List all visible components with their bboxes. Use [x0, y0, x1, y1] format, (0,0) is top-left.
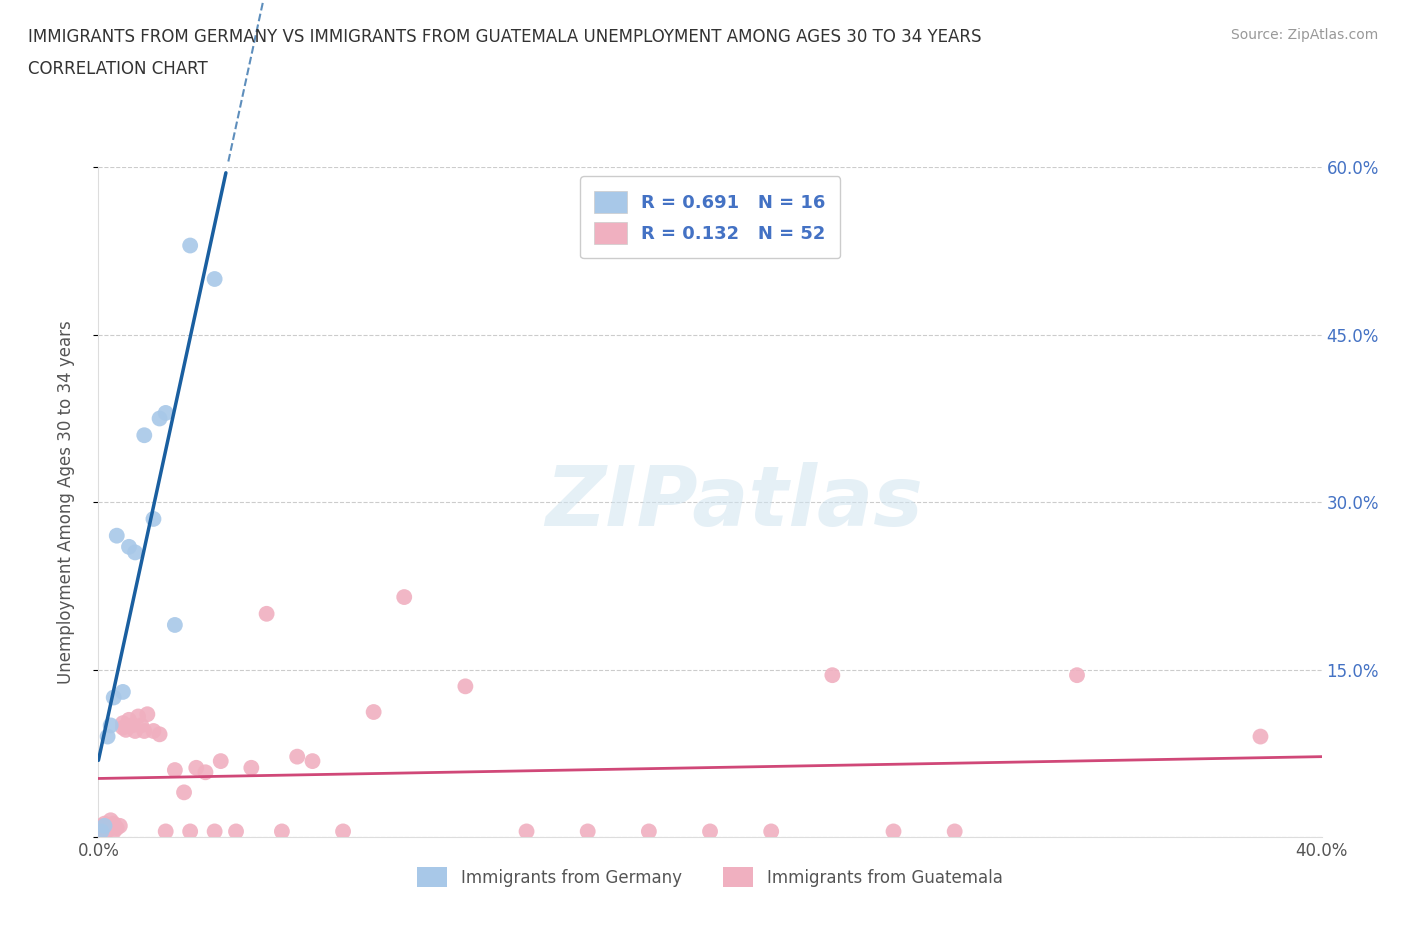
Point [204, 272, 226, 286]
Point [225, 824, 247, 839]
Point [332, 824, 354, 839]
Point [90, 824, 112, 839]
Point [115, 723, 138, 737]
Point [105, 820, 128, 835]
Point [149, 727, 172, 742]
Point [108, 818, 131, 833]
Point [124, 545, 146, 560]
Point [576, 824, 599, 839]
Point [93, 818, 115, 833]
Point [155, 824, 177, 839]
Point [209, 753, 232, 768]
Point [100, 813, 122, 828]
Point [204, 824, 226, 839]
Text: IMMIGRANTS FROM GERMANY VS IMMIGRANTS FROM GUATEMALA UNEMPLOYMENT AMONG AGES 30 : IMMIGRANTS FROM GERMANY VS IMMIGRANTS FR… [28, 28, 981, 46]
Point [155, 405, 177, 420]
Point [883, 824, 905, 839]
Point [100, 820, 122, 835]
Point [97, 818, 120, 833]
Point [124, 724, 146, 738]
Point [943, 824, 966, 839]
Point [173, 785, 195, 800]
Point [637, 824, 661, 839]
Point [129, 718, 152, 733]
Point [186, 761, 208, 776]
Point [93, 822, 115, 837]
Point [127, 709, 149, 724]
Point [111, 720, 134, 735]
Point [118, 712, 141, 727]
Point [103, 824, 125, 839]
Point [90, 818, 112, 833]
Point [100, 718, 122, 733]
Point [97, 729, 120, 744]
Point [699, 824, 721, 839]
Point [1066, 668, 1088, 683]
Point [392, 590, 416, 604]
Point [454, 679, 477, 694]
Point [270, 824, 292, 839]
Legend: Immigrants from Germany, Immigrants from Guatemala: Immigrants from Germany, Immigrants from… [409, 858, 1011, 896]
Point [142, 512, 165, 526]
Point [821, 668, 844, 683]
Point [136, 707, 159, 722]
Point [256, 606, 278, 621]
Y-axis label: Unemployment Among Ages 30 to 34 years: Unemployment Among Ages 30 to 34 years [56, 320, 75, 684]
Text: CORRELATION CHART: CORRELATION CHART [28, 60, 208, 78]
Point [118, 539, 141, 554]
Point [301, 753, 323, 768]
Point [179, 238, 201, 253]
Point [194, 764, 217, 779]
Point [93, 817, 115, 831]
Point [97, 823, 120, 838]
Text: Source: ZipAtlas.com: Source: ZipAtlas.com [1230, 28, 1378, 42]
Point [111, 684, 134, 699]
Point [134, 428, 156, 443]
Point [149, 411, 172, 426]
Point [121, 718, 143, 733]
Point [759, 824, 782, 839]
Point [363, 705, 385, 720]
Point [163, 618, 186, 632]
Point [111, 716, 134, 731]
Point [1249, 729, 1271, 744]
Point [90, 824, 112, 839]
Point [103, 817, 125, 831]
Point [163, 763, 186, 777]
Point [103, 690, 125, 705]
Point [142, 724, 165, 738]
Point [179, 824, 201, 839]
Point [516, 824, 538, 839]
Text: ZIPatlas: ZIPatlas [546, 461, 924, 543]
Point [240, 761, 263, 776]
Point [105, 528, 128, 543]
Point [285, 750, 308, 764]
Point [134, 724, 156, 738]
